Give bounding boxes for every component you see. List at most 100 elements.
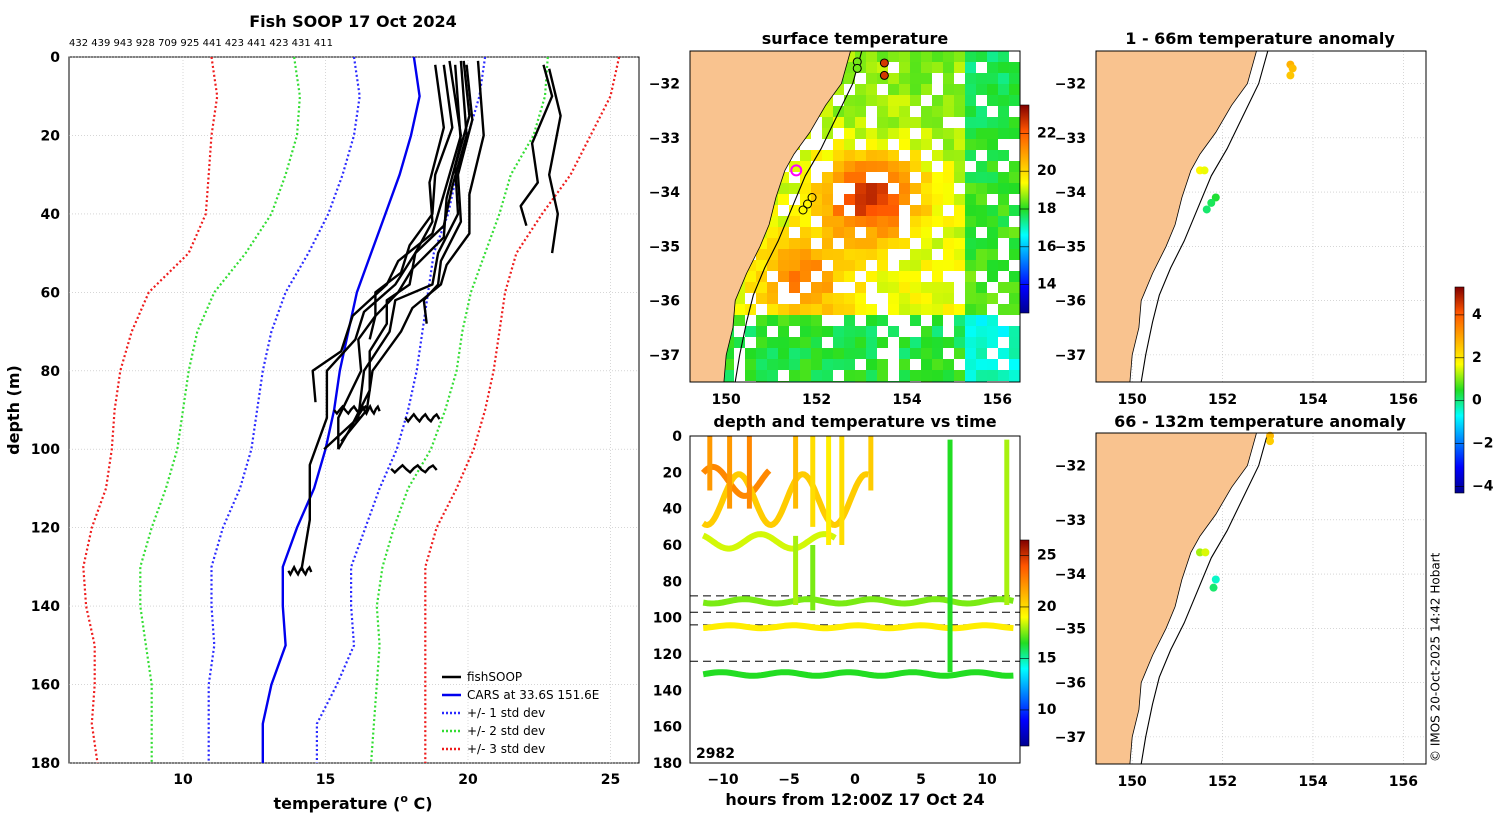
sst-cell [855,381,866,382]
sst-cell [756,337,767,348]
sst-cell [800,359,811,370]
sst-cell [965,205,976,216]
sst-cell [877,117,888,128]
sst-cell [1009,370,1020,381]
sst-cell [943,194,954,205]
sst-cell [822,183,833,194]
anom2-point-4 [1201,548,1210,557]
fishsoop-profile-2 [300,60,468,571]
sst-cell [756,359,767,370]
sst-cell [921,370,932,381]
sst-cell [778,348,789,359]
sst-cell [987,150,998,161]
sst-clip [690,51,863,382]
sst-cell [954,150,965,161]
sst-cell [833,117,844,128]
sst-cell [822,282,833,293]
sst-cell [976,194,987,205]
sst-cell [877,238,888,249]
sst-cell [789,337,800,348]
sst-cell [877,62,888,73]
sst-cell [800,194,811,205]
sst-cell [965,293,976,304]
sst-cell [833,293,844,304]
sst-cell [899,282,910,293]
sst-cell [844,106,855,117]
sst-colorbar: 14 16 18 20 22 [1019,104,1057,314]
sst-cell [921,205,932,216]
sst-cell [965,271,976,282]
sst-cell [800,249,811,260]
fishsoop-profile-9 [519,64,554,227]
sst-cell [932,150,943,161]
sst-cell [811,227,822,238]
sst-cell [866,73,877,84]
sst-cell [811,260,822,271]
profile-ids: 432 439 943 928 709 925 441 423 441 423 … [69,38,333,49]
sst-cell [844,293,855,304]
ts-colorbar: 10 15 20 25 [1019,539,1057,747]
sst-cell [866,139,877,150]
sst-cell [943,249,954,260]
legend-label: CARS at 33.6S 151.6E [467,688,599,702]
sst-cell [811,205,822,216]
std-upper-3 [424,57,621,763]
sst-cell [1009,62,1020,73]
sst-cell [899,304,910,315]
sst-cell [965,359,976,370]
sst-cell [965,172,976,183]
sst-cell [778,315,789,326]
sst-cell [987,117,998,128]
sst-cell [921,282,932,293]
sst-cell [899,381,910,382]
sst-cell [877,359,888,370]
sst-cell [789,238,800,249]
sst-cell [1009,161,1020,172]
sst-cell [987,227,998,238]
sst-cell [811,337,822,348]
sst-cell [877,194,888,205]
sst-cell [833,337,844,348]
sst-cell [899,337,910,348]
sst-cell [800,161,811,172]
sst-cell [921,128,932,139]
sst-cell [910,51,921,62]
sst-cell [833,304,844,315]
sst-cell [855,293,866,304]
sst-cell [987,216,998,227]
sst-cell [855,117,866,128]
sst-cell [976,326,987,337]
ts-ytick-label: 140 [653,683,682,699]
sst-cell [800,238,811,249]
anom1-frame [1095,50,1427,383]
sst-cell [954,161,965,172]
sst-cell [778,326,789,337]
sst-cell [954,249,965,260]
sst-cell [954,84,965,95]
sst-cell [877,249,888,260]
sst-cell [800,227,811,238]
sst-cell [954,238,965,249]
anom1-ytick-label: −33 [1055,131,1086,147]
anom2-xtick-label: 152 [1208,774,1237,790]
ts-ytick-label: 100 [653,611,682,627]
sst-cell [943,62,954,73]
sst-cell [789,304,800,315]
sst-cell [921,73,932,84]
sst-cell [976,117,987,128]
sst-cell [811,249,822,260]
sst-cell [844,150,855,161]
sst-cell [910,282,921,293]
sst-cell [943,172,954,183]
sst-cell [943,381,954,382]
sst-cell [1009,227,1020,238]
sst-cell [767,227,778,238]
sst-cell [877,337,888,348]
sst-cell [800,271,811,282]
ts-series-shallow-25 [700,463,772,499]
sst-cell [855,128,866,139]
sst-cell [965,260,976,271]
sst-cell [932,260,943,271]
sst-cell [1009,304,1020,315]
sst-cell [987,183,998,194]
